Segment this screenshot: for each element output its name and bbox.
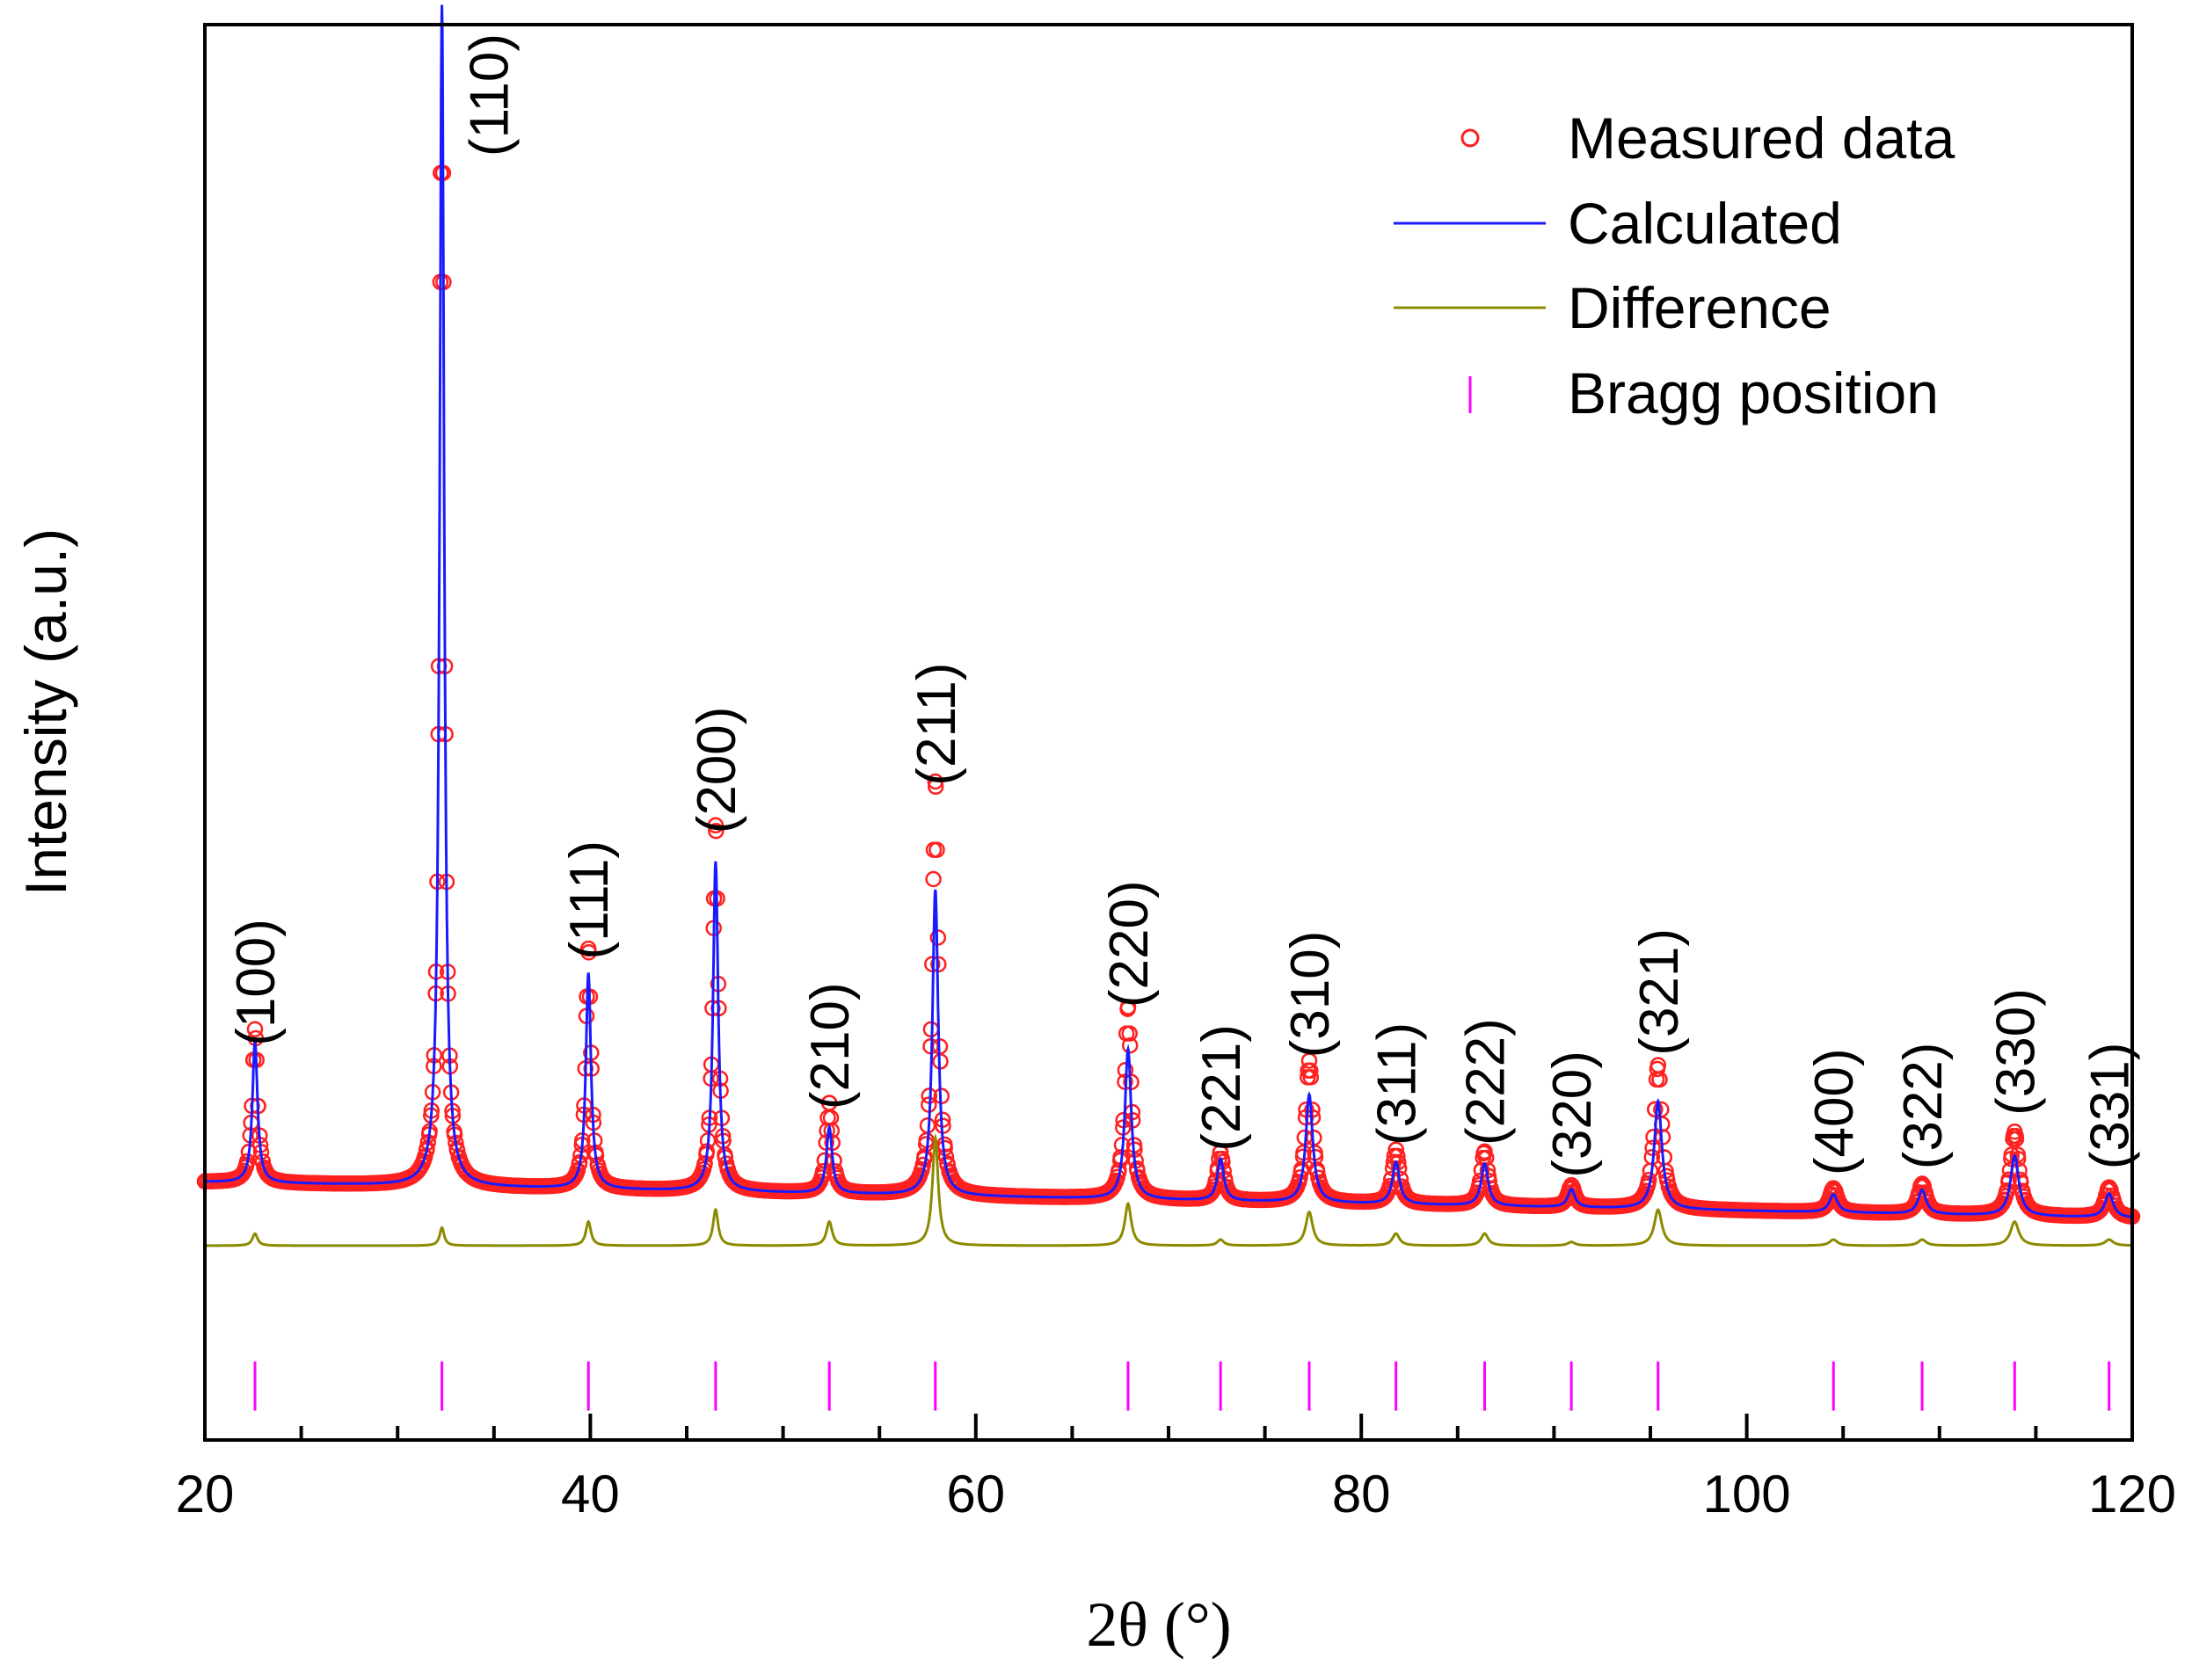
hkl-label: (111)	[559, 840, 620, 960]
x-tick-label: 80	[1332, 1465, 1391, 1524]
hkl-label: (320)	[1542, 1051, 1603, 1178]
plot-frame	[203, 23, 2134, 1442]
calculated-line	[205, 4, 2133, 1218]
legend-calculated-label: Calculated	[1568, 191, 1842, 256]
measured-point	[2007, 1131, 2025, 1147]
x-tick-label: 100	[1703, 1465, 1791, 1524]
measured-point	[246, 1021, 264, 1037]
hkl-label: (311)	[1367, 1022, 1428, 1145]
legend-bragg-label: Bragg position	[1568, 360, 1939, 425]
hkl-label: (222)	[1456, 1018, 1517, 1145]
legend-measured-label: Measured data	[1568, 105, 1955, 171]
hkl-label: (330)	[1985, 988, 2046, 1116]
hkl-label: (322)	[1893, 1043, 1954, 1170]
measured-point	[707, 817, 725, 834]
measured-point	[1476, 1143, 1493, 1160]
legend-measured-marker	[1460, 128, 1480, 148]
measured-point	[708, 822, 725, 840]
measured-point	[1300, 1052, 1318, 1069]
ticks-layer: 20 40 60 80 100 120	[176, 1414, 2176, 1524]
measured-point	[927, 773, 944, 790]
measured-point	[822, 1109, 840, 1126]
hkl-label: (200)	[687, 707, 747, 834]
measured-point	[927, 778, 944, 796]
measured-point	[1302, 1062, 1319, 1080]
hkl-label: (110)	[460, 33, 521, 156]
measured-point	[1121, 1036, 1139, 1054]
measured-point	[1302, 1069, 1320, 1086]
hkl-label: (321)	[1629, 928, 1690, 1056]
measured-point	[1387, 1141, 1404, 1159]
measured-point	[1651, 1071, 1668, 1088]
hkl-label-layer: (100) (110) (111) (200) (210) (211) (220) (221)…	[226, 33, 2141, 1178]
hkl-label: (100)	[226, 919, 287, 1046]
x-tick-label: 120	[2088, 1465, 2176, 1524]
x-axis-title: 2θ (°)	[1086, 1589, 1231, 1660]
measured-data-series	[196, 164, 2141, 1225]
legend-difference-label: Difference	[1568, 275, 1832, 340]
measured-point	[1121, 1025, 1138, 1042]
hkl-label: (310)	[1280, 931, 1341, 1058]
measured-point	[238, 1153, 256, 1170]
hkl-label: (400)	[1804, 1048, 1865, 1175]
hkl-label: (221)	[1191, 1024, 1252, 1152]
measured-point	[925, 870, 942, 888]
legend: Measured data Calculated Difference Brag…	[1394, 105, 1955, 425]
measured-point	[1119, 999, 1137, 1015]
series-layer	[196, 4, 2141, 1411]
hkl-label: (211)	[907, 663, 967, 786]
x-tick-label: 60	[946, 1465, 1005, 1524]
measured-point	[929, 841, 945, 858]
hkl-label: (210)	[800, 982, 861, 1109]
x-tick-label: 20	[176, 1465, 235, 1524]
hkl-label: (220)	[1099, 880, 1160, 1007]
y-axis-title: Intensity (a.u.)	[13, 528, 78, 896]
measured-point	[580, 944, 597, 961]
difference-line	[205, 1132, 2132, 1247]
x-tick-label: 40	[561, 1465, 620, 1524]
